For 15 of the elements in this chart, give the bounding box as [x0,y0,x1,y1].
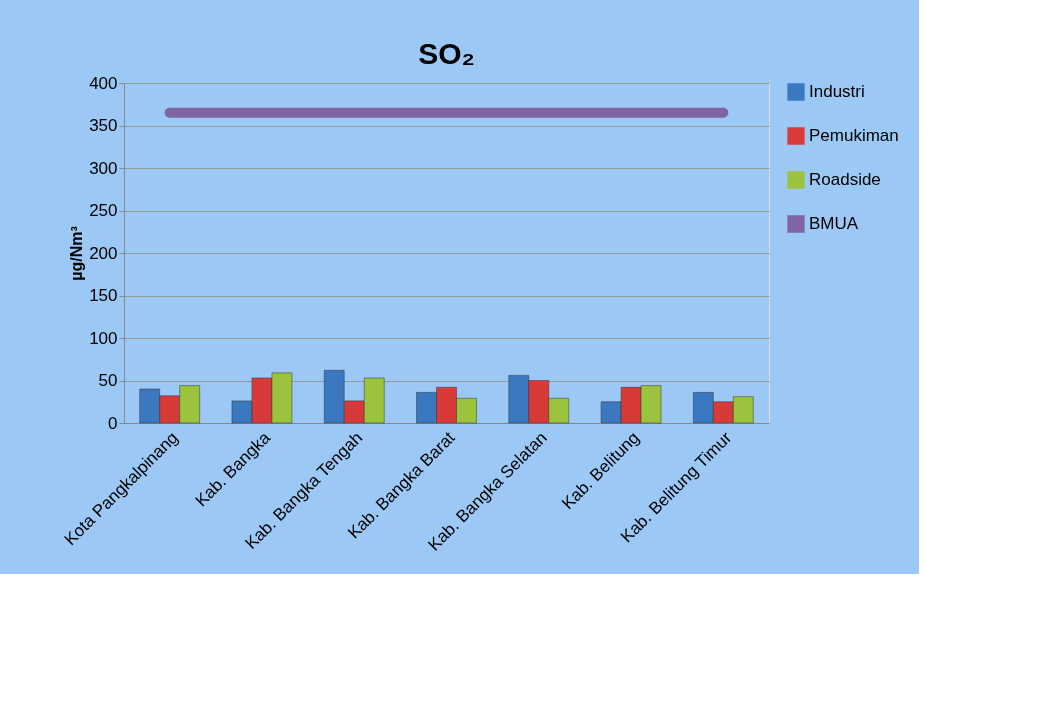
y-axis-title: µg/Nm³ [68,226,86,281]
y-tick-label: 150 [89,286,118,305]
legend-label: BMUA [809,214,859,233]
y-tick-label: 50 [98,371,118,390]
y-tick-label: 300 [89,158,118,178]
y-tick-label: 350 [89,116,118,135]
y-tick-label: 200 [89,243,118,263]
y-tick-label: 100 [89,328,118,348]
y-tick-label: 250 [89,201,118,220]
legend-label: Pemukiman [809,126,899,145]
legend-label: Roadside [809,170,881,189]
chart-title: SO₂ [418,37,475,70]
y-tick-label: 400 [89,73,118,93]
legend-label: Industri [809,82,865,101]
y-tick-label: 0 [108,413,118,433]
